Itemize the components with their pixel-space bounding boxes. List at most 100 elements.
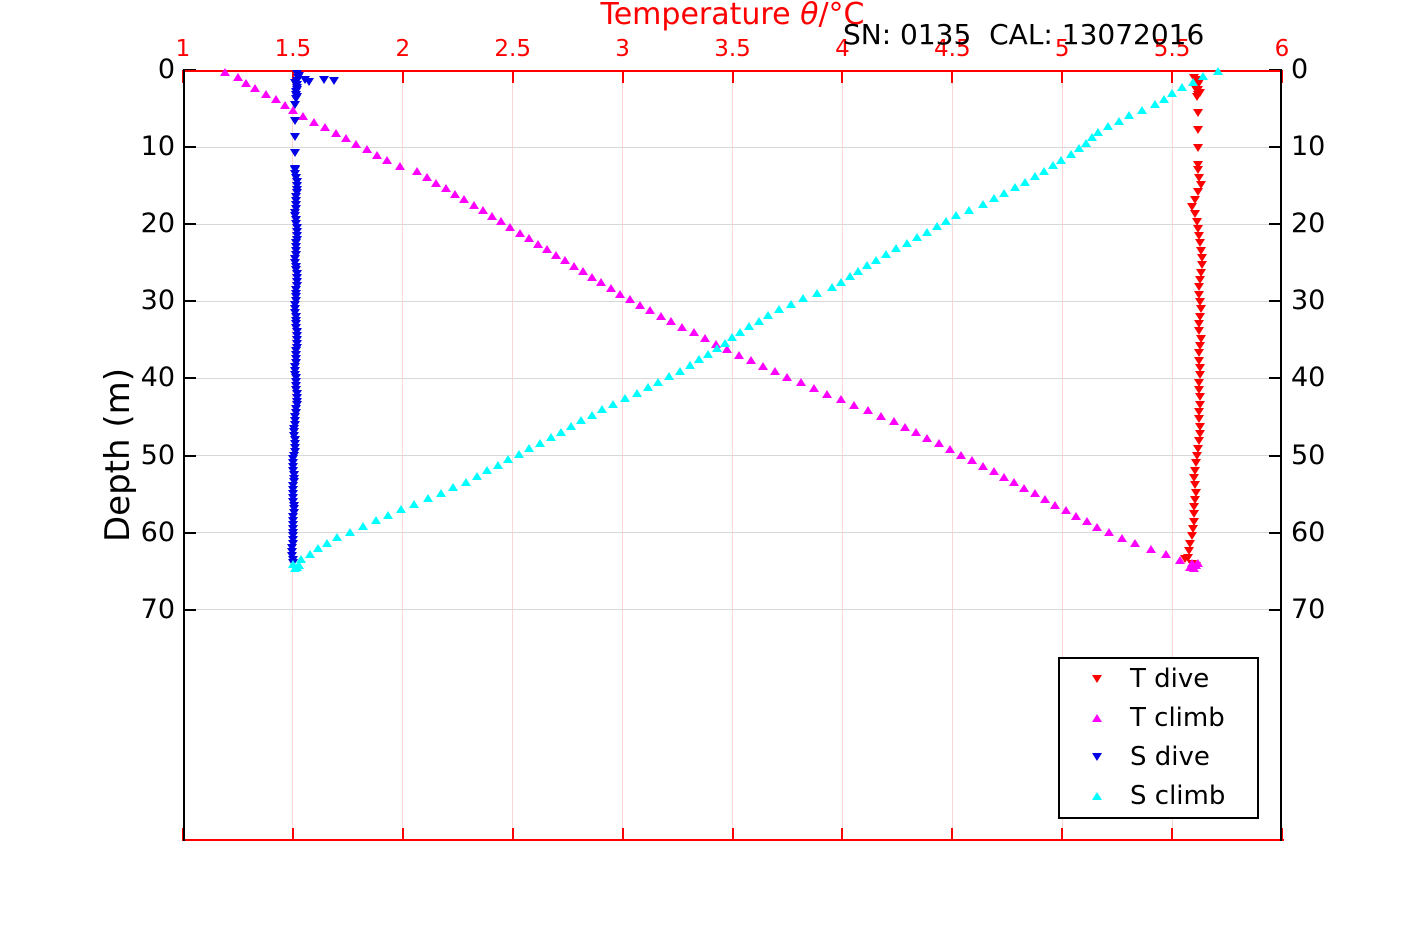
marker-t-dive [1183,547,1194,556]
marker-s-climb [1074,144,1085,153]
marker-s-climb [370,516,381,525]
marker-s-climb [950,211,961,220]
marker-s-climb [753,316,764,325]
marker-s-climb [870,255,881,264]
marker-t-climb [271,95,282,104]
x-axis-tick [951,828,954,841]
marker-s-climb [1020,177,1031,186]
marker-s-dive [290,133,301,142]
marker-t-dive [1193,109,1204,118]
marker-s-climb [940,216,951,225]
marker-t-climb [1175,556,1186,565]
marker-t-climb [710,339,721,348]
marker-t-dive [1194,312,1205,321]
marker-s-climb [711,344,722,353]
marker-s-climb [862,261,873,270]
marker-s-climb [836,277,847,286]
marker-t-climb [249,84,260,93]
y-tick-label-left: 60 [140,516,175,548]
marker-s-climb [642,383,653,392]
marker-s-climb [608,399,619,408]
marker-s-climb [332,533,343,542]
axis-left [183,70,185,841]
marker-t-climb [645,306,656,315]
marker-s-climb [744,322,755,331]
marker-s-climb [383,510,394,519]
marker-t-dive [1194,298,1205,307]
marker-t-dive [1193,444,1204,453]
marker-t-climb [1029,489,1040,498]
marker-t-dive [1195,400,1206,409]
marker-t-dive [1197,261,1208,270]
marker-t-dive [1191,459,1202,468]
marker-t-climb [308,117,319,126]
marker-t-climb [876,411,887,420]
marker-t-climb [888,417,899,426]
marker-t-climb [1050,500,1061,509]
marker-t-climb [1009,478,1020,487]
marker-t-climb [899,422,910,431]
marker-t-climb [330,128,341,137]
x-axis-tick [511,828,514,841]
marker-t-climb [624,295,635,304]
marker-t-dive [1194,327,1205,336]
marker-t-dive [1195,371,1205,380]
marker-t-climb [514,228,525,237]
marker-s-climb [620,394,631,403]
legend-label: T dive [1130,663,1210,694]
x-axis-tick [731,828,734,841]
y-tick-label-left: 40 [140,362,175,394]
marker-t-dive [1195,239,1206,248]
y-tick-label-right: 10 [1291,131,1326,163]
marker-t-climb [559,256,570,265]
marker-t-dive [1189,510,1200,519]
marker-s-climb [566,422,577,431]
marker-s-dive [290,117,301,126]
x-axis-tick [841,828,844,841]
marker-t-climb [635,300,646,309]
marker-s-climb [471,472,482,480]
marker-t-climb [1071,511,1082,520]
marker-s-climb [545,433,556,442]
t-climb-marker-icon [1092,713,1102,722]
marker-t-dive [1193,224,1204,233]
marker-t-climb [835,395,846,404]
marker-t-climb [412,167,423,176]
x-axis-tick [621,70,624,83]
marker-t-dive [1194,407,1205,416]
marker-t-climb [782,372,793,381]
marker-s-climb [576,416,587,425]
marker-s-climb [693,355,704,364]
x-axis-tick [731,70,734,83]
x-axis-tick [1281,828,1283,841]
marker-s-climb [1124,111,1135,120]
marker-t-climb [260,89,271,98]
marker-s-climb [901,238,912,247]
x-tick-label: 3.5 [714,36,751,62]
marker-s-climb [1158,94,1169,103]
marker-s-climb [448,483,459,492]
marker-s-climb [1047,161,1058,170]
marker-t-climb [440,184,451,193]
axis-top [183,70,1282,72]
marker-t-climb [568,261,579,270]
marker-s-climb [786,299,796,308]
y-tick-label-right: 40 [1291,362,1326,394]
x-axis-tick [511,70,514,83]
marker-t-climb [1145,544,1156,553]
x-tick-label: 5.5 [1153,36,1191,62]
axis-right [1280,70,1282,841]
marker-t-climb [966,456,977,465]
x-axis-tick [1171,70,1174,83]
s-climb-marker-icon [1092,791,1102,800]
marker-s-climb [977,199,988,208]
marker-t-climb [505,222,516,231]
x-axis-tick [951,70,954,83]
marker-t-climb [477,206,488,215]
marker-s-climb [631,388,642,397]
marker-t-climb [232,73,243,82]
marker-t-dive [1190,481,1200,490]
marker-t-dive [1193,126,1204,135]
marker-t-dive [1196,246,1207,255]
y-tick-label-right: 70 [1291,593,1326,625]
